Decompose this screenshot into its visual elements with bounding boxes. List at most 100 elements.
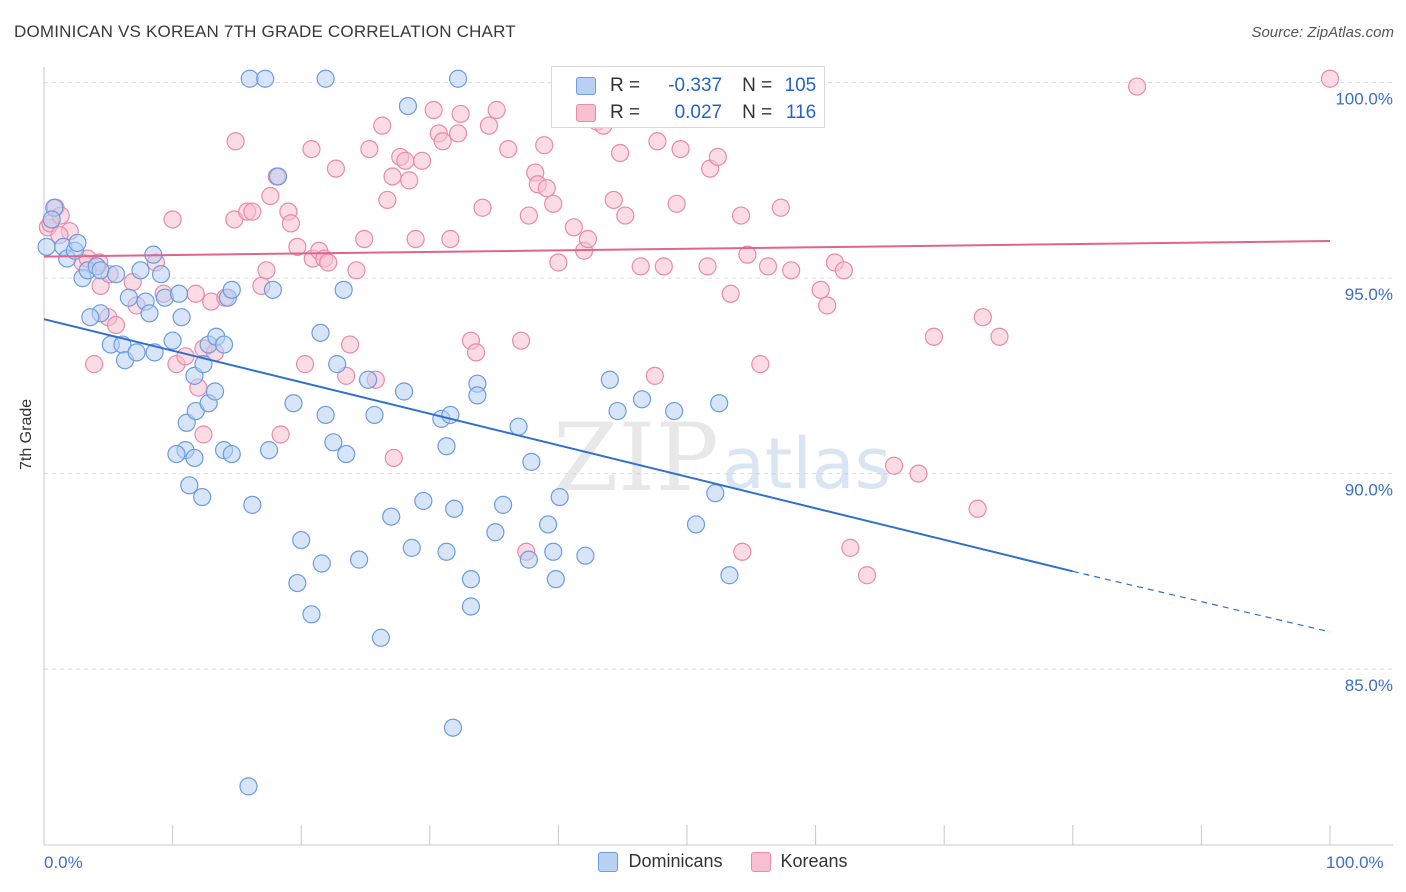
legend-n-label: N =	[742, 102, 773, 123]
korean-point	[355, 229, 374, 249]
dominican-point	[550, 487, 569, 507]
dominican-point	[328, 355, 347, 374]
korean-point	[758, 257, 778, 276]
dominican-point	[448, 69, 468, 88]
korean-point	[194, 425, 213, 444]
series-legend: Dominicans Koreans	[0, 851, 1406, 872]
dominican-point	[42, 210, 61, 229]
korean-point	[512, 331, 531, 350]
watermark-zip: ZIP	[553, 404, 719, 513]
dominican-point	[91, 261, 110, 280]
korean-point	[406, 229, 425, 249]
y-tick-label: 85.0%	[1345, 676, 1393, 695]
korean-point	[537, 179, 556, 198]
dominican-point	[284, 394, 303, 413]
korean-point	[302, 140, 321, 159]
korean-point	[271, 425, 290, 444]
dominican-point	[205, 382, 225, 401]
korean-point	[519, 206, 538, 225]
korean-point	[243, 202, 262, 221]
dominican-point	[365, 405, 384, 425]
y-tick-label: 95.0%	[1345, 285, 1393, 304]
dominican-point	[311, 323, 330, 342]
dominican-point	[180, 476, 199, 495]
dominican-point	[163, 331, 182, 350]
dominican-point	[169, 284, 189, 303]
korean-point	[671, 140, 690, 159]
korean-point	[261, 186, 280, 206]
chart-title: DOMINICAN VS KOREAN 7TH GRADE CORRELATIO…	[14, 22, 516, 41]
dominican-point	[349, 550, 369, 569]
korean-point	[645, 366, 664, 385]
korean-point	[487, 100, 506, 120]
dominican-point	[106, 265, 126, 284]
korean-point	[549, 253, 568, 272]
dominican-point	[468, 386, 487, 405]
korean-point	[448, 124, 468, 143]
korean-point	[738, 245, 757, 264]
korean-point	[611, 143, 630, 163]
korean-point	[731, 206, 751, 225]
dominican-point	[140, 304, 159, 323]
korean-point	[347, 261, 366, 280]
korean-point	[186, 284, 205, 303]
dominican-point	[193, 487, 212, 507]
korean-point	[340, 335, 360, 354]
dominican-point	[437, 437, 456, 456]
dominican-point	[394, 382, 414, 401]
korean-point	[473, 198, 492, 217]
korean-point	[973, 308, 992, 327]
korean-point	[326, 159, 346, 178]
dominican-point	[544, 542, 563, 561]
korean-point	[733, 542, 752, 561]
korean-point	[384, 448, 403, 468]
source-note: Source: ZipAtlas.com	[1251, 24, 1394, 41]
legend-n-value: 116	[785, 102, 817, 123]
legend-item-dominicans[interactable]: Dominicans	[598, 851, 723, 872]
dominican-point	[402, 538, 421, 557]
dominican-point	[268, 167, 288, 186]
legend-row-dominicans: R = -0.337 N = 105	[576, 73, 816, 99]
dominican-point	[337, 444, 356, 464]
dominican-point	[398, 96, 418, 116]
dominican-point	[127, 343, 146, 362]
korean-point	[288, 237, 307, 256]
axes	[43, 67, 1393, 846]
legend-label-koreans: Koreans	[780, 851, 848, 871]
korean-point	[990, 327, 1009, 346]
dominican-point	[316, 69, 335, 88]
dominican-point	[522, 452, 541, 471]
dominican-point	[240, 69, 259, 88]
korean-point	[378, 190, 397, 210]
legend-swatch-dominicans	[598, 851, 619, 872]
dominican-point	[81, 308, 100, 327]
dominican-point	[256, 69, 275, 88]
x-tick-label-min: 0.0%	[44, 853, 83, 872]
legend-r-value: 0.027	[674, 102, 723, 123]
korean-point	[564, 218, 583, 237]
legend-r-label: R =	[610, 75, 641, 96]
correlation-legend: R = -0.337 N = 105 R = 0.027 N = 116	[551, 66, 825, 128]
korean-point	[226, 132, 245, 151]
dominican-point	[222, 280, 241, 299]
korean-point	[721, 284, 740, 303]
korean-point	[841, 538, 860, 557]
dominican-point	[576, 546, 595, 565]
dominican-point	[509, 417, 528, 436]
y-axis-label: 7th Grade	[18, 398, 35, 470]
dominican-point	[632, 390, 652, 409]
y-tick-label: 90.0%	[1345, 481, 1393, 500]
dominican-point	[119, 288, 138, 307]
y-tick-label: 100.0%	[1335, 90, 1393, 109]
dominican-point	[414, 491, 433, 511]
legend-label-dominicans: Dominicans	[628, 851, 723, 871]
dominican-point	[292, 530, 311, 550]
x-tick-label-max: 100.0%	[1326, 853, 1384, 872]
dominican-point	[461, 597, 481, 616]
korean-point	[412, 151, 432, 170]
korean-point	[648, 132, 667, 151]
watermark-atlas: atlas	[722, 423, 891, 505]
dominican-point	[686, 515, 706, 534]
legend-item-koreans[interactable]: Koreans	[750, 851, 848, 872]
